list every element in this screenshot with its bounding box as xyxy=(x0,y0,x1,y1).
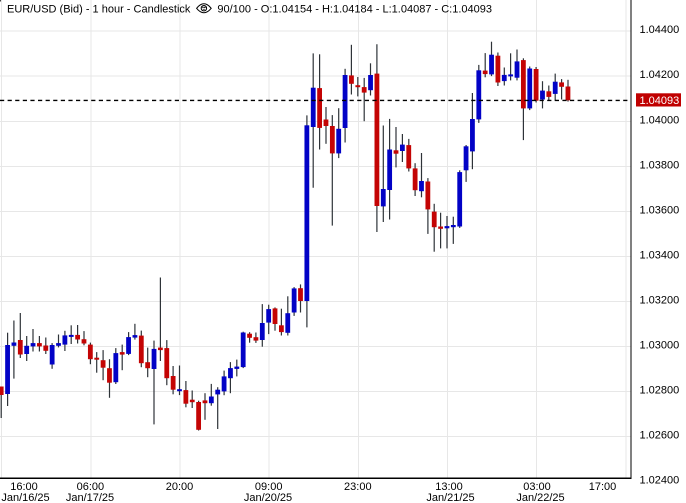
svg-text:1.03000: 1.03000 xyxy=(640,340,680,352)
svg-text:1.02400: 1.02400 xyxy=(640,475,680,487)
svg-text:06:00: 06:00 xyxy=(77,481,105,493)
svg-text:03:00: 03:00 xyxy=(523,481,551,493)
svg-text:1.04200: 1.04200 xyxy=(640,69,680,81)
svg-text:13:00: 13:00 xyxy=(435,481,463,493)
svg-text:20:00: 20:00 xyxy=(166,481,194,493)
svg-text:1.03400: 1.03400 xyxy=(640,249,680,261)
svg-text:Jan/20/25: Jan/20/25 xyxy=(244,492,292,503)
svg-text:1.04400: 1.04400 xyxy=(640,24,680,36)
svg-text:Jan/16/25: Jan/16/25 xyxy=(1,492,49,503)
svg-text:Jan/22/25: Jan/22/25 xyxy=(516,492,564,503)
svg-text:17:00: 17:00 xyxy=(589,481,617,493)
svg-text:90/100 - O:1.04154 - H:1.04184: 90/100 - O:1.04154 - H:1.04184 - L:1.040… xyxy=(217,4,492,16)
svg-text:Jan/21/25: Jan/21/25 xyxy=(426,492,474,503)
svg-text:1.04093: 1.04093 xyxy=(640,95,680,107)
svg-text:1.03200: 1.03200 xyxy=(640,295,680,307)
svg-text:EUR/USD (Bid) - 1 hour - Candl: EUR/USD (Bid) - 1 hour - Candlestick xyxy=(7,4,191,16)
svg-text:23:00: 23:00 xyxy=(344,481,372,493)
svg-text:09:00: 09:00 xyxy=(255,481,283,493)
svg-text:1.03600: 1.03600 xyxy=(640,204,680,216)
svg-text:1.02800: 1.02800 xyxy=(640,385,680,397)
svg-text:1.04000: 1.04000 xyxy=(640,114,680,126)
svg-text:1.02600: 1.02600 xyxy=(640,430,680,442)
svg-text:Jan/17/25: Jan/17/25 xyxy=(66,492,114,503)
svg-text:1.03800: 1.03800 xyxy=(640,159,680,171)
svg-text:16:00: 16:00 xyxy=(10,481,38,493)
